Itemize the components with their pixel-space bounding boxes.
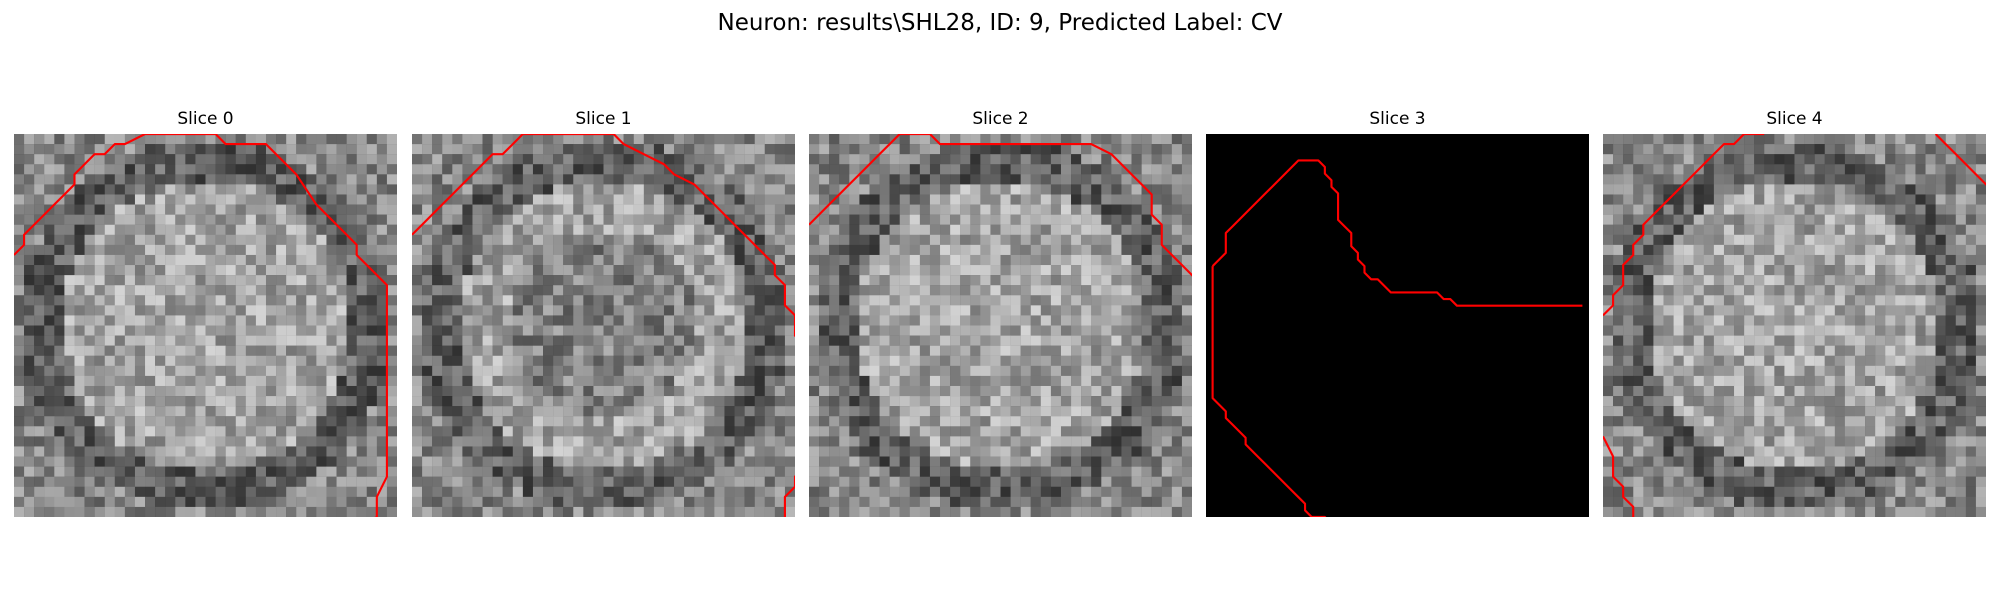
contour-line-0 [14, 134, 388, 517]
panel-slice-2: Slice 2 [809, 108, 1192, 517]
panel-title: Slice 3 [1369, 109, 1426, 129]
panel-title: Slice 4 [1766, 109, 1823, 129]
panel-slice-1: Slice 1 [412, 108, 795, 517]
panel-slice-0: Slice 0 [14, 108, 397, 517]
figure-title: Neuron: results\SHL28, ID: 9, Predicted … [717, 10, 1283, 36]
slice-2-image [809, 134, 1192, 517]
panel-slice-3: Slice 3 [1206, 108, 1589, 517]
panel-slice-4: Slice 4 [1603, 108, 1986, 517]
slice-0-image [14, 134, 397, 517]
slice-image [1603, 134, 1986, 517]
pixel-grid [14, 134, 397, 517]
contour-line-0 [1211, 159, 1583, 307]
contour-line-1 [1603, 435, 1635, 517]
contour-line-2 [1934, 134, 1986, 186]
pixel-grid [809, 134, 1192, 517]
slice-1-image [412, 134, 795, 517]
slice-image [1206, 134, 1589, 517]
panel-title: Slice 1 [575, 109, 632, 129]
panel-title: Slice 0 [177, 109, 234, 129]
contour-line-0 [809, 134, 1192, 277]
contour-line-0 [412, 134, 795, 338]
contour-line-1 [1211, 266, 1327, 517]
contour-line-0 [1603, 134, 1765, 317]
black-background [1206, 134, 1589, 517]
slice-image [412, 134, 795, 517]
slice-image [14, 134, 397, 517]
slice-3-image [1206, 134, 1589, 517]
pixel-grid [412, 134, 795, 517]
slice-4-image [1603, 134, 1986, 517]
slice-image [809, 134, 1192, 517]
pixel-grid [1603, 134, 1986, 517]
panel-title: Slice 2 [972, 109, 1029, 129]
